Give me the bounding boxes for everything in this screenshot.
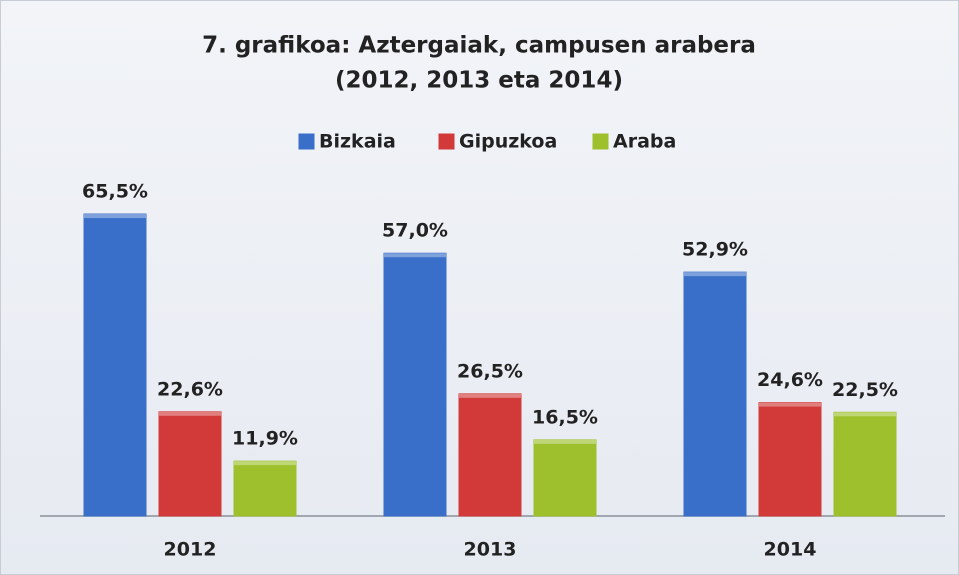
value-label: 26,5% [457,360,523,382]
value-label: 22,5% [832,379,898,401]
bar-shade [684,272,746,516]
legend-label: Bizkaia [319,131,396,153]
bar-top [84,214,146,219]
legend-swatch [438,133,455,150]
x-tick-label: 2012 [164,539,217,561]
bar-shade [534,439,596,516]
bar-top [384,253,446,258]
legend-label: Gipuzkoa [459,131,557,153]
chart-title: 7. grafikoa: Aztergaiak, campusen araber… [202,33,756,59]
value-label: 65,5% [82,181,148,203]
bar-shade [384,253,446,517]
value-label: 24,6% [757,369,823,391]
x-tick-label: 2013 [464,539,517,561]
value-label: 52,9% [682,239,748,261]
bar-shade [834,412,896,516]
bar-shade [459,393,521,516]
bar-shade [159,411,221,516]
bar-top [459,393,521,398]
legend-label: Araba [613,131,676,153]
legend-swatch [592,133,609,150]
bar-shade [84,214,146,517]
bar-top [234,461,296,466]
x-tick-label: 2014 [764,539,817,561]
bar-shade [234,461,296,516]
value-label: 57,0% [382,220,448,242]
bar-top [534,439,596,444]
chart-subtitle: (2012, 2013 eta 2014) [335,68,623,94]
bar-top [759,402,821,407]
bar-top [684,272,746,277]
bar-top [159,411,221,416]
value-label: 16,5% [532,406,598,428]
value-label: 11,9% [232,428,298,450]
legend-swatch [298,133,315,150]
bar-shade [759,402,821,516]
value-label: 22,6% [157,378,223,400]
bar-top [834,412,896,417]
